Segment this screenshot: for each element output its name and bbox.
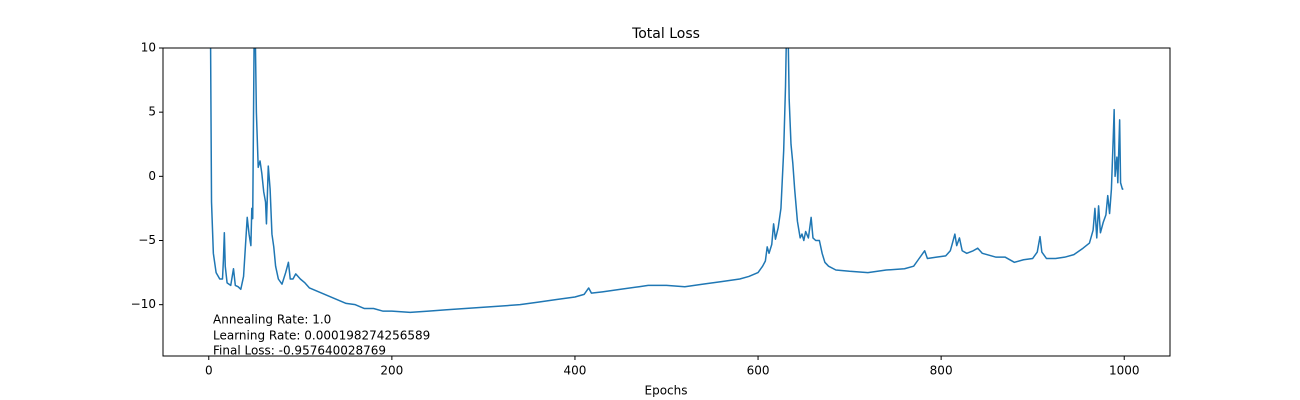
y-tick-label: −5 [138, 233, 156, 247]
annotation: Final Loss: -0.957640028769 [213, 344, 386, 358]
annotation: Annealing Rate: 1.0 [213, 313, 331, 327]
x-tick-label: 1000 [1109, 364, 1140, 378]
annotation: Learning Rate: 0.000198274256589 [213, 329, 430, 343]
loss-line [209, 48, 1124, 314]
y-tick-label: −10 [131, 297, 156, 311]
y-tick-label: 5 [148, 105, 156, 119]
x-tick-label: 600 [747, 364, 770, 378]
y-tick-label: 10 [141, 41, 156, 55]
x-tick-label: 0 [205, 364, 213, 378]
axes-frame [162, 47, 1171, 357]
plot-area [209, 48, 1124, 314]
x-tick-label: 800 [930, 364, 953, 378]
x-tick-label: 200 [380, 364, 403, 378]
chart-title: Total Loss [631, 26, 700, 42]
x-tick-label: 400 [564, 364, 587, 378]
x-axis-label: Epochs [645, 384, 688, 398]
y-tick-label: 0 [148, 169, 156, 183]
